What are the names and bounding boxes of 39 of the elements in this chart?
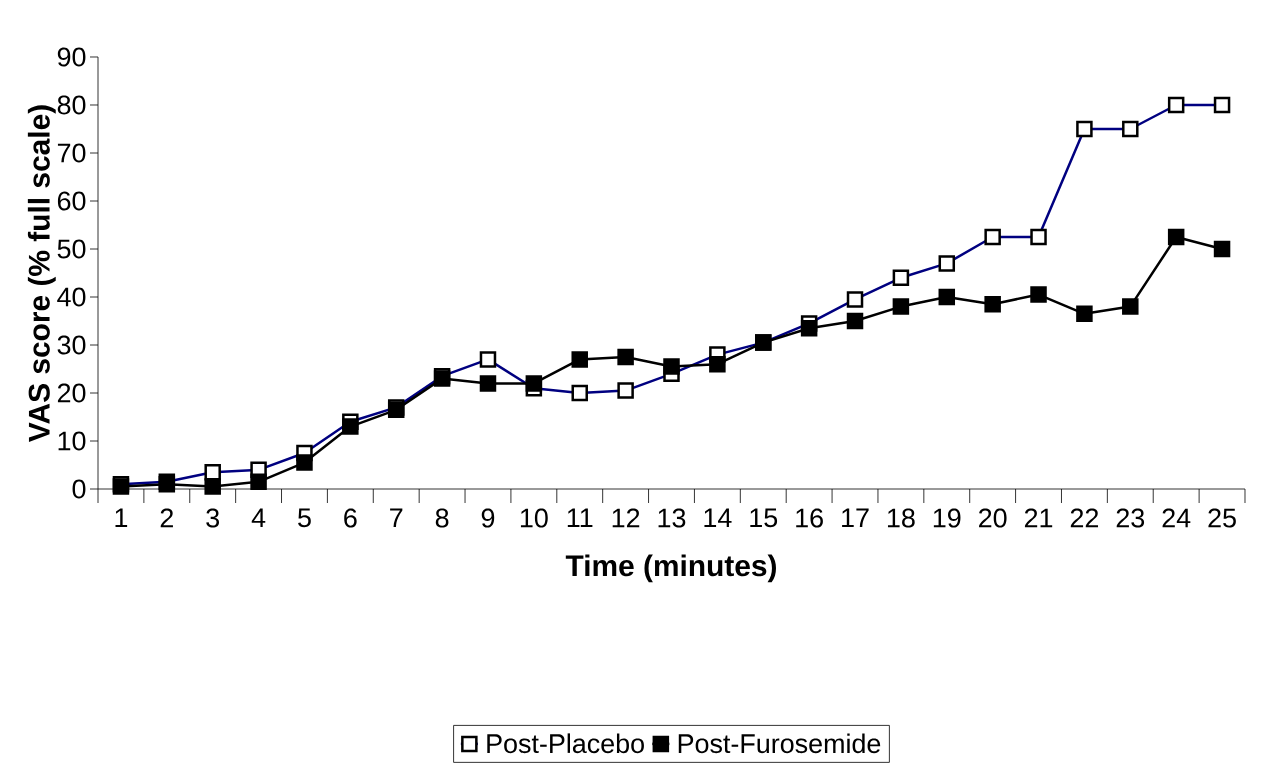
x-tick-label: 14 <box>704 508 732 528</box>
x-tick-label: 16 <box>796 508 823 528</box>
x-tick-label: 25 <box>1208 508 1236 528</box>
x-tick-label: 11 <box>567 508 593 528</box>
x-tick-label: 23 <box>1116 508 1145 528</box>
y-axis-title: VAS score (% full scale) <box>27 105 56 442</box>
y-tick-label: 0 <box>72 479 86 499</box>
y-tick-label: 30 <box>57 335 86 355</box>
x-tick-label: 13 <box>658 508 686 528</box>
x-tick-label: 24 <box>1162 508 1191 528</box>
y-tick-label: 70 <box>57 143 86 163</box>
x-tick-label: 9 <box>481 508 495 528</box>
y-tick-label: 40 <box>57 287 86 307</box>
x-tick-label: 10 <box>520 508 548 528</box>
x-tick-label: 17 <box>842 508 869 528</box>
x-tick-label: 6 <box>344 508 357 528</box>
y-tick-label: 20 <box>57 383 86 403</box>
x-tick-label: 7 <box>390 508 403 528</box>
y-tick-label: 10 <box>58 431 86 451</box>
x-tick-label: 19 <box>933 508 961 528</box>
x-tick-label: 12 <box>612 508 640 528</box>
x-tick-label: 8 <box>435 508 449 528</box>
legend-label: Post-Placebo <box>487 733 644 754</box>
legend-label: Post-Furosemide <box>678 733 881 754</box>
x-tick-label: 4 <box>251 508 266 528</box>
y-tick-label: 50 <box>57 239 86 259</box>
x-tick-label: 2 <box>160 508 173 528</box>
x-axis-title: Time (minutes) <box>565 554 776 583</box>
x-tick-label: 5 <box>298 508 311 528</box>
x-tick-label: 21 <box>1024 508 1053 528</box>
x-tick-label: 20 <box>979 508 1007 528</box>
y-tick-label: 80 <box>57 95 86 115</box>
x-tick-label: 3 <box>206 508 219 528</box>
y-tick-label: 90 <box>57 47 86 67</box>
y-tick-label: 60 <box>57 191 86 211</box>
x-tick-label: 15 <box>750 508 778 528</box>
x-tick-label: 1 <box>115 508 128 528</box>
x-tick-label: 22 <box>1070 508 1099 528</box>
x-tick-label: 18 <box>887 508 915 528</box>
